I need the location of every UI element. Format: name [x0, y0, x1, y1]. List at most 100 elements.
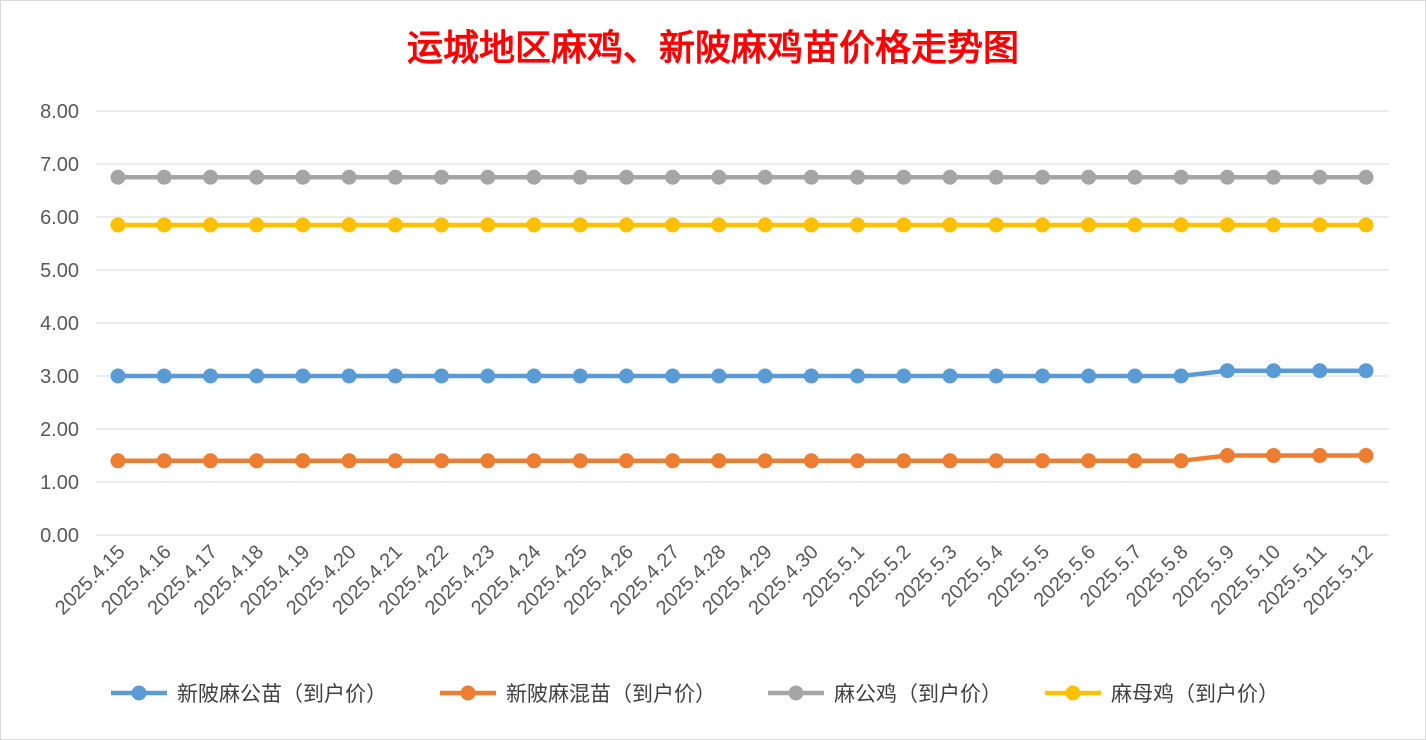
data-point: [434, 169, 450, 185]
legend-item: 麻公鸡（到户价）: [768, 682, 1002, 706]
data-point: [757, 368, 773, 384]
data-point: [110, 368, 126, 384]
data-point: [1358, 217, 1374, 233]
data-point: [1034, 453, 1050, 469]
legend-item: 新陂麻公苗（到户价）: [111, 682, 387, 706]
data-point: [711, 453, 727, 469]
series-group: [110, 363, 1374, 384]
data-point: [387, 217, 403, 233]
data-point: [387, 453, 403, 469]
data-point: [988, 453, 1004, 469]
data-point: [896, 217, 912, 233]
data-point: [1219, 363, 1235, 379]
data-point: [480, 368, 496, 384]
legend-label: 麻公鸡（到户价）: [834, 682, 1002, 706]
data-point: [1034, 368, 1050, 384]
data-point: [1034, 169, 1050, 185]
data-point: [1312, 217, 1328, 233]
data-point: [434, 217, 450, 233]
data-point: [1081, 169, 1097, 185]
data-point: [942, 217, 958, 233]
data-point: [249, 169, 265, 185]
data-point: [1266, 217, 1282, 233]
data-point: [1081, 368, 1097, 384]
data-point: [850, 453, 866, 469]
data-point: [711, 217, 727, 233]
data-point: [665, 368, 681, 384]
data-point: [1219, 169, 1235, 185]
data-point: [202, 169, 218, 185]
legend-marker: [788, 685, 804, 701]
y-axis-tick-labels: 0.00 1.00 2.00 3.00 4.00 5.00 6.00 7.00 8.00: [40, 101, 79, 547]
data-point: [757, 169, 773, 185]
y-tick-label: 2.00: [40, 419, 79, 441]
data-point: [387, 169, 403, 185]
series-group: [110, 448, 1374, 469]
y-tick-label: 4.00: [40, 313, 79, 335]
data-point: [1173, 368, 1189, 384]
data-point: [1266, 448, 1282, 463]
data-point: [1219, 217, 1235, 233]
data-point: [249, 217, 265, 233]
data-point: [618, 169, 634, 185]
data-point: [618, 217, 634, 233]
data-point: [1081, 217, 1097, 233]
data-point: [202, 453, 218, 469]
data-point: [156, 217, 172, 233]
data-point: [803, 368, 819, 384]
legend-label: 麻母鸡（到户价）: [1111, 682, 1279, 706]
y-tick-label: 1.00: [40, 472, 79, 494]
legend-marker: [131, 685, 147, 701]
data-point: [850, 368, 866, 384]
legend-label: 新陂麻公苗（到户价）: [177, 682, 387, 706]
data-point: [1127, 217, 1143, 233]
legend-label: 新陂麻混苗（到户价）: [506, 682, 716, 706]
chart-title: 运城地区麻鸡、新陂麻鸡苗价格走势图: [407, 27, 1019, 69]
data-point: [341, 169, 357, 185]
data-point: [1219, 448, 1235, 463]
data-point: [803, 453, 819, 469]
data-point: [988, 217, 1004, 233]
data-point: [896, 453, 912, 469]
data-point: [341, 368, 357, 384]
y-tick-label: 0.00: [40, 525, 79, 547]
data-point: [1127, 453, 1143, 469]
legend-marker: [1065, 685, 1081, 701]
gridlines: [96, 110, 1389, 536]
data-point: [618, 368, 634, 384]
data-point: [480, 169, 496, 185]
data-point: [757, 453, 773, 469]
data-point: [156, 453, 172, 469]
data-point: [896, 368, 912, 384]
data-point: [249, 368, 265, 384]
data-point: [711, 368, 727, 384]
legend-item: 新陂麻混苗（到户价）: [440, 682, 716, 706]
data-point: [896, 169, 912, 185]
data-point: [572, 217, 588, 233]
series-line: [115, 453, 1369, 464]
data-point: [341, 217, 357, 233]
data-point: [1173, 217, 1189, 233]
series-group: [110, 169, 1374, 185]
series-line: [115, 368, 1369, 379]
data-point: [341, 453, 357, 469]
data-point: [295, 217, 311, 233]
data-point: [1127, 169, 1143, 185]
y-tick-label: 6.00: [40, 207, 79, 229]
data-point: [1081, 453, 1097, 469]
data-point: [480, 453, 496, 469]
data-point: [618, 453, 634, 469]
data-point: [110, 217, 126, 233]
data-point: [572, 453, 588, 469]
data-point: [803, 217, 819, 233]
data-point: [1173, 169, 1189, 185]
data-point: [572, 169, 588, 185]
data-point: [295, 368, 311, 384]
data-point: [526, 169, 542, 185]
data-point: [110, 453, 126, 469]
data-point: [757, 217, 773, 233]
data-point: [295, 169, 311, 185]
data-point: [1127, 368, 1143, 384]
